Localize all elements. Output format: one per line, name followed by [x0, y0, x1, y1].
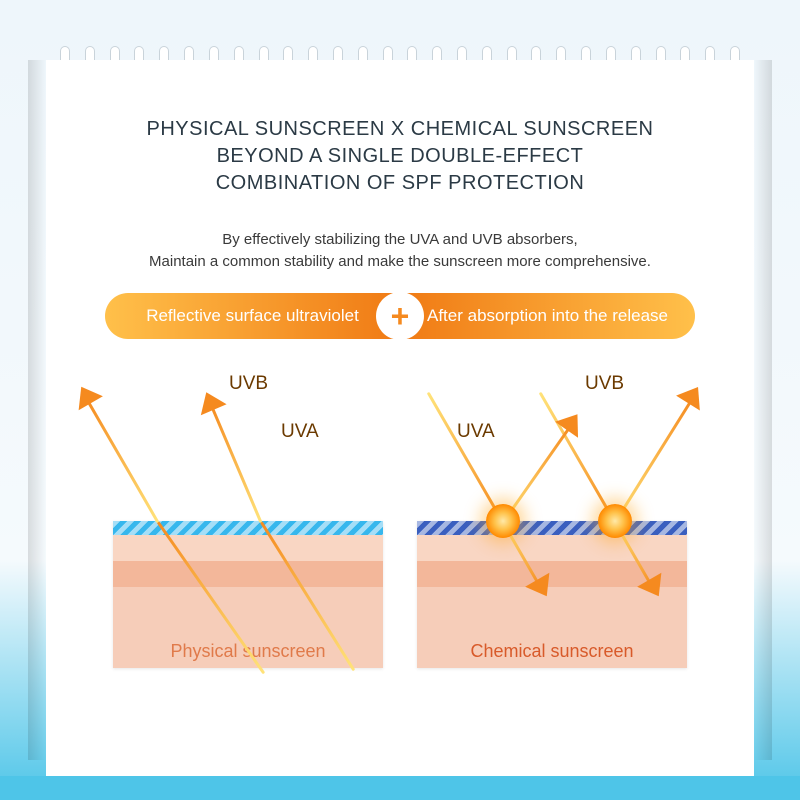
combination-bar: Reflective surface ultraviolet After abs…	[105, 293, 695, 339]
desc-line: Maintain a common stability and make the…	[149, 251, 651, 273]
content-card: PHYSICAL SUNSCREEN X CHEMICAL SUNSCREEN …	[46, 60, 754, 778]
title-line: BEYOND A SINGLE DOUBLE-EFFECT	[146, 143, 653, 170]
arrow-head-icon	[677, 380, 711, 411]
skin-layer	[113, 561, 383, 587]
skin-layer	[113, 535, 383, 561]
uv-label: UVA	[457, 421, 495, 443]
desc-line: By effectively stabilizing the UVA and U…	[149, 229, 651, 251]
description-text: By effectively stabilizing the UVA and U…	[149, 229, 651, 273]
skin-layer	[113, 521, 383, 535]
absorption-glow-icon	[486, 504, 520, 538]
uv-label: UVA	[281, 421, 319, 443]
bar-right-label: After absorption into the release	[400, 293, 695, 339]
title-line: PHYSICAL SUNSCREEN X CHEMICAL SUNSCREEN	[146, 116, 653, 143]
plus-icon: +	[376, 292, 424, 340]
physical-skin-layers: Physical sunscreen	[113, 521, 383, 668]
physical-panel: UVB UVA Physical sunscreen	[113, 351, 383, 668]
uv-label: UVB	[585, 373, 624, 395]
arrow-head-icon	[555, 406, 589, 438]
skin-layer	[417, 521, 687, 535]
page-shadow	[28, 60, 46, 760]
arrow-head-icon	[69, 380, 103, 410]
uv-ray	[614, 396, 695, 523]
absorption-glow-icon	[598, 504, 632, 538]
footer-strip	[0, 776, 800, 800]
skin-layer	[113, 587, 383, 631]
main-title: PHYSICAL SUNSCREEN X CHEMICAL SUNSCREEN …	[146, 116, 653, 197]
uv-label: UVB	[229, 373, 268, 395]
uv-ray	[427, 391, 505, 522]
title-line: COMBINATION OF SPF PROTECTION	[146, 170, 653, 197]
arrow-head-icon	[194, 387, 227, 415]
chemical-panel: UVA UVB Chemical sunscreen	[417, 351, 687, 668]
uv-ray	[209, 402, 263, 523]
page-shadow	[754, 60, 772, 760]
uv-ray	[84, 396, 159, 523]
diagram-row: UVB UVA Physical sunscreen UVA UVB Chemica…	[113, 351, 687, 668]
chemical-rays: UVA UVB	[417, 351, 687, 521]
panel-label: Chemical sunscreen	[417, 631, 687, 668]
physical-rays: UVB UVA	[113, 351, 383, 521]
bar-left-label: Reflective surface ultraviolet	[105, 293, 400, 339]
plus-symbol: +	[391, 300, 410, 332]
skin-layer	[417, 535, 687, 561]
